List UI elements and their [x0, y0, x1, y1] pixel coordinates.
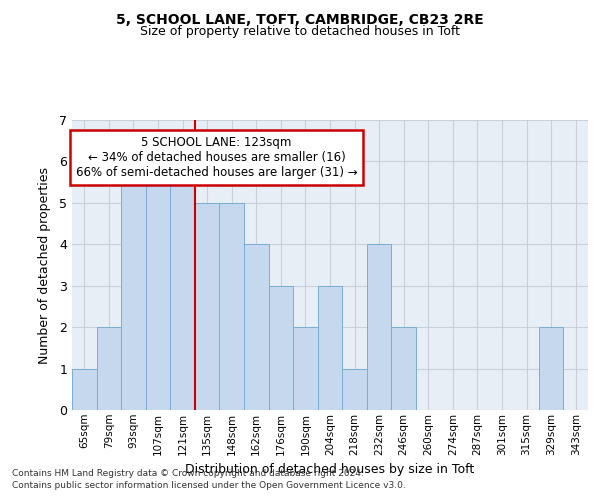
Bar [318, 286, 342, 410]
Text: Contains HM Land Registry data © Crown copyright and database right 2024.: Contains HM Land Registry data © Crown c… [12, 468, 364, 477]
Bar [539, 327, 563, 410]
Bar [72, 368, 97, 410]
Bar [244, 244, 269, 410]
Bar [391, 327, 416, 410]
Text: 5, SCHOOL LANE, TOFT, CAMBRIDGE, CB23 2RE: 5, SCHOOL LANE, TOFT, CAMBRIDGE, CB23 2R… [116, 12, 484, 26]
Text: Contains public sector information licensed under the Open Government Licence v3: Contains public sector information licen… [12, 481, 406, 490]
Bar [220, 203, 244, 410]
X-axis label: Distribution of detached houses by size in Toft: Distribution of detached houses by size … [185, 463, 475, 476]
Text: 5 SCHOOL LANE: 123sqm
← 34% of detached houses are smaller (16)
66% of semi-deta: 5 SCHOOL LANE: 123sqm ← 34% of detached … [76, 136, 357, 179]
Bar [342, 368, 367, 410]
Bar [195, 203, 220, 410]
Text: Size of property relative to detached houses in Toft: Size of property relative to detached ho… [140, 25, 460, 38]
Bar [146, 162, 170, 410]
Bar [170, 162, 195, 410]
Bar [269, 286, 293, 410]
Y-axis label: Number of detached properties: Number of detached properties [38, 166, 51, 364]
Bar [97, 327, 121, 410]
Bar [367, 244, 391, 410]
Bar [121, 162, 146, 410]
Bar [293, 327, 318, 410]
